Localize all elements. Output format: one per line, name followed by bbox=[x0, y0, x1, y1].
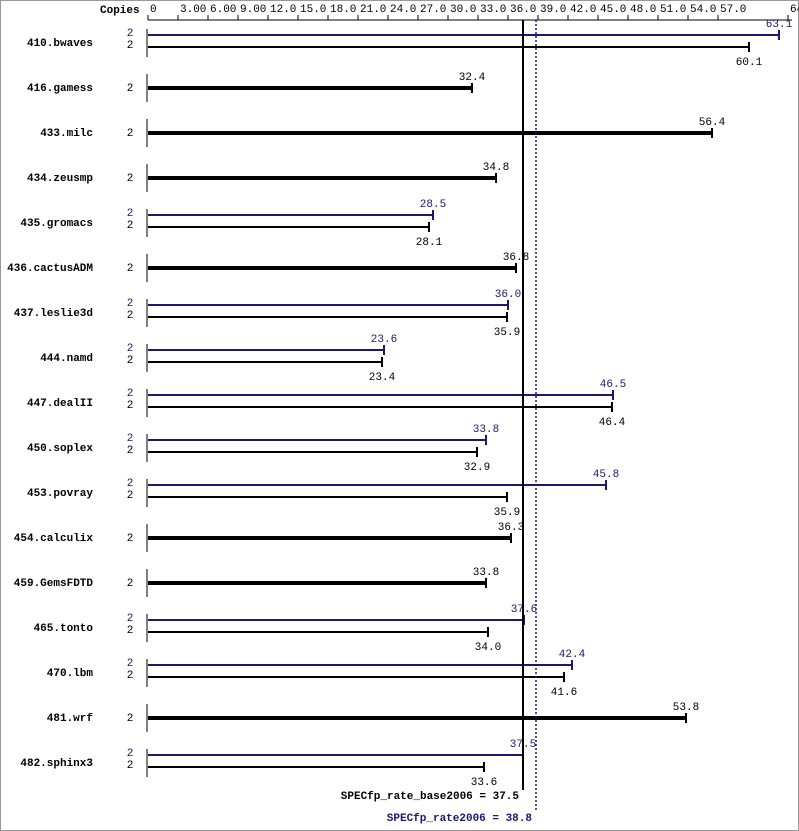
x-tick-label: 27.0 bbox=[420, 4, 446, 16]
copies-label: 2 bbox=[127, 173, 134, 185]
category-label: 465.tonto bbox=[34, 623, 94, 635]
x-tick-label: 45.0 bbox=[600, 4, 626, 16]
value-label: 63.1 bbox=[766, 19, 793, 31]
copies-label: 2 bbox=[127, 658, 134, 670]
value-label: 35.9 bbox=[494, 507, 520, 519]
copies-label: 2 bbox=[127, 263, 134, 275]
category-label: 481.wrf bbox=[47, 713, 94, 725]
copies-label: 2 bbox=[127, 400, 134, 412]
copies-label: 2 bbox=[127, 478, 134, 490]
x-tick-label: 39.0 bbox=[540, 4, 566, 16]
value-label: 36.0 bbox=[495, 289, 521, 301]
value-label: 53.8 bbox=[673, 702, 699, 714]
copies-label: 2 bbox=[127, 760, 134, 772]
x-tick-label: 57.0 bbox=[720, 4, 746, 16]
copies-label: 2 bbox=[127, 578, 134, 590]
copies-label: 2 bbox=[127, 28, 134, 40]
copies-label: 2 bbox=[127, 490, 134, 502]
copies-label: 2 bbox=[127, 298, 134, 310]
x-tick-label: 6.00 bbox=[210, 4, 236, 16]
x-tick-label: 30.0 bbox=[450, 4, 476, 16]
value-label: 56.4 bbox=[699, 117, 726, 129]
x-tick-label: 42.0 bbox=[570, 4, 596, 16]
copies-label: 2 bbox=[127, 40, 134, 52]
copies-label: 2 bbox=[127, 445, 134, 457]
value-label: 32.9 bbox=[464, 462, 490, 474]
copies-label: 2 bbox=[127, 748, 134, 760]
value-label: 36.3 bbox=[498, 522, 524, 534]
category-label: 454.calculix bbox=[14, 533, 94, 545]
value-label: 28.5 bbox=[420, 199, 446, 211]
x-tick-label: 54.0 bbox=[690, 4, 716, 16]
category-label: 447.dealII bbox=[27, 398, 93, 410]
category-label: 482.sphinx3 bbox=[20, 758, 93, 770]
category-label: 453.povray bbox=[27, 488, 93, 500]
x-tick-label: 33.0 bbox=[480, 4, 506, 16]
reference-label: SPECfp_rate_base2006 = 37.5 bbox=[341, 791, 520, 803]
category-label: 470.lbm bbox=[47, 668, 94, 680]
value-label: 34.0 bbox=[475, 642, 501, 654]
x-tick-label: 21.0 bbox=[360, 4, 386, 16]
x-tick-label: 51.0 bbox=[660, 4, 686, 16]
copies-label: 2 bbox=[127, 533, 134, 545]
x-tick-label: 36.0 bbox=[510, 4, 536, 16]
x-tick-label: 24.0 bbox=[390, 4, 416, 16]
x-tick-label: 12.0 bbox=[270, 4, 296, 16]
copies-label: 2 bbox=[127, 220, 134, 232]
value-label: 45.8 bbox=[593, 469, 619, 481]
category-label: 410.bwaves bbox=[27, 38, 93, 50]
category-label: 450.soplex bbox=[27, 443, 93, 455]
category-label: 433.milc bbox=[40, 128, 93, 140]
reference-label: SPECfp_rate2006 = 38.8 bbox=[387, 813, 533, 825]
value-label: 23.6 bbox=[371, 334, 397, 346]
x-tick-label: 9.00 bbox=[240, 4, 266, 16]
copies-label: 2 bbox=[127, 713, 134, 725]
x-tick-label: 15.0 bbox=[300, 4, 326, 16]
category-label: 436.cactusADM bbox=[7, 263, 93, 275]
value-label: 36.8 bbox=[503, 252, 529, 264]
value-label: 32.4 bbox=[459, 72, 486, 84]
copies-label: 2 bbox=[127, 355, 134, 367]
value-label: 34.8 bbox=[483, 162, 509, 174]
copies-label: 2 bbox=[127, 625, 134, 637]
value-label: 28.1 bbox=[416, 237, 443, 249]
copies-label: 2 bbox=[127, 670, 134, 682]
value-label: 46.5 bbox=[600, 379, 626, 391]
x-tick-label: 48.0 bbox=[630, 4, 656, 16]
value-label: 33.6 bbox=[471, 777, 497, 789]
category-label: 437.leslie3d bbox=[14, 308, 93, 320]
copies-label: 2 bbox=[127, 388, 134, 400]
category-label: 459.GemsFDTD bbox=[14, 578, 94, 590]
copies-label: 2 bbox=[127, 433, 134, 445]
value-label: 33.8 bbox=[473, 567, 499, 579]
copies-label: 2 bbox=[127, 310, 134, 322]
category-label: 434.zeusmp bbox=[27, 173, 93, 185]
copies-label: 2 bbox=[127, 613, 134, 625]
copies-label: 2 bbox=[127, 343, 134, 355]
value-label: 42.4 bbox=[559, 649, 586, 661]
x-tick-label: 0 bbox=[150, 4, 157, 16]
x-tick-label: 3.00 bbox=[180, 4, 206, 16]
x-tick-label: 18.0 bbox=[330, 4, 356, 16]
category-label: 444.namd bbox=[40, 353, 93, 365]
category-label: 435.gromacs bbox=[20, 218, 93, 230]
copies-label: 2 bbox=[127, 128, 134, 140]
copies-label: 2 bbox=[127, 83, 134, 95]
value-label: 35.9 bbox=[494, 327, 520, 339]
value-label: 23.4 bbox=[369, 372, 396, 384]
category-label: 416.gamess bbox=[27, 83, 93, 95]
value-label: 46.4 bbox=[599, 417, 626, 429]
axis-label: Copies bbox=[100, 5, 140, 17]
value-label: 60.1 bbox=[736, 57, 763, 69]
value-label: 33.8 bbox=[473, 424, 499, 436]
value-label: 41.6 bbox=[551, 687, 577, 699]
x-tick-label: 64.0 bbox=[790, 4, 799, 16]
copies-label: 2 bbox=[127, 208, 134, 220]
